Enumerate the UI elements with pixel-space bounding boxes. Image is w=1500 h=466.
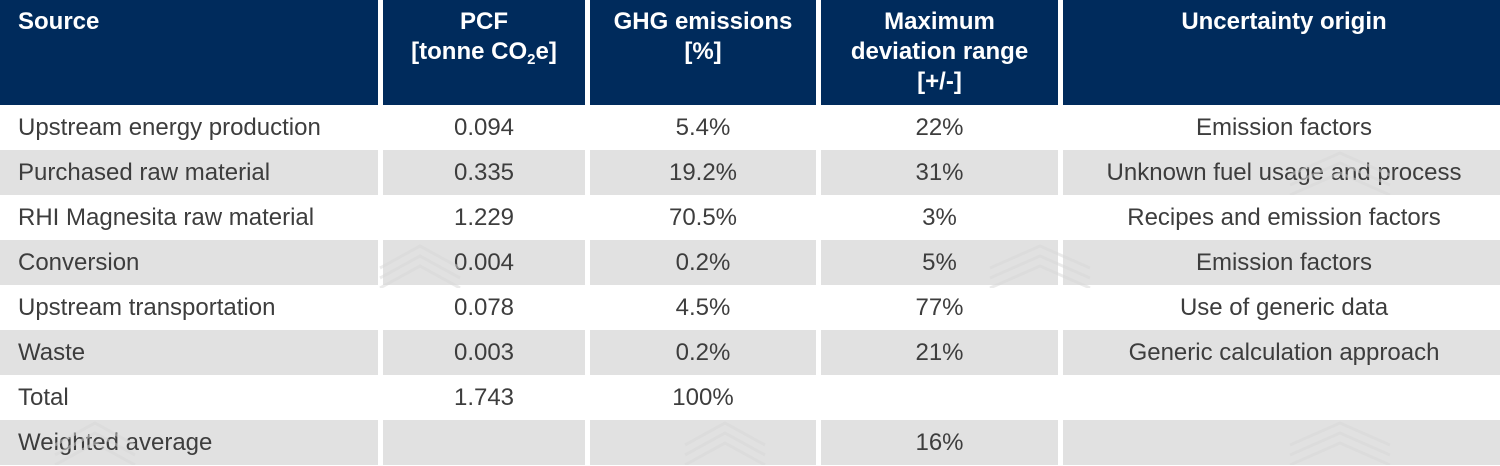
row-origin-cell: Recipes and emission factors [1063, 195, 1500, 240]
row-origin-cell [1063, 420, 1500, 465]
row-ghg-cell: 19.2% [590, 150, 816, 195]
row-pcf-cell [383, 420, 585, 465]
row-origin-cell: Emission factors [1063, 105, 1500, 150]
row-source-cell: Weighted average [0, 420, 378, 465]
row-pcf-cell: 0.004 [383, 240, 585, 285]
row-source-cell: Upstream energy production [0, 105, 378, 150]
table-row: Upstream energy production 0.094 5.4% 22% Em… [0, 105, 1500, 150]
row-ghg-cell: 4.5% [590, 285, 816, 330]
row-deviation-cell: 31% [821, 150, 1058, 195]
row-pcf-cell: 1.743 [383, 375, 585, 420]
table-row: Upstream transportation 0.078 4.5% 77% Use o… [0, 285, 1500, 330]
row-deviation-cell: 16% [821, 420, 1058, 465]
row-source-cell: Waste [0, 330, 378, 375]
table-row: Total 1.743 100% [0, 375, 1500, 420]
row-ghg-cell: 70.5% [590, 195, 816, 240]
row-origin-cell: Emission factors [1063, 240, 1500, 285]
row-pcf-cell: 0.335 [383, 150, 585, 195]
table-row: RHI Magnesita raw material 1.229 70.5% 3% Re… [0, 195, 1500, 240]
row-pcf-cell: 0.078 [383, 285, 585, 330]
table-row: Waste 0.003 0.2% 21% Generic calculation app… [0, 330, 1500, 375]
row-pcf-cell: 0.094 [383, 105, 585, 150]
row-deviation-cell: 3% [821, 195, 1058, 240]
row-source-cell: Total [0, 375, 378, 420]
row-origin-cell: Unknown fuel usage and process [1063, 150, 1500, 195]
row-ghg-cell: 0.2% [590, 240, 816, 285]
header-pcf: PCF [tonne CO2e] [383, 0, 585, 105]
row-deviation-cell [821, 375, 1058, 420]
row-pcf-cell: 1.229 [383, 195, 585, 240]
row-source-cell: RHI Magnesita raw material [0, 195, 378, 240]
table-row: Purchased raw material 0.335 19.2% 31% Unkno… [0, 150, 1500, 195]
row-source-cell: Upstream transportation [0, 285, 378, 330]
table-row: Conversion 0.004 0.2% 5% Emission factors [0, 240, 1500, 285]
row-ghg-cell: 100% [590, 375, 816, 420]
table-row: Weighted average 16% [0, 420, 1500, 465]
header-uncertainty-origin: Uncertainty origin [1063, 0, 1500, 105]
row-source-cell: Purchased raw material [0, 150, 378, 195]
row-ghg-cell: 5.4% [590, 105, 816, 150]
row-pcf-cell: 0.003 [383, 330, 585, 375]
row-ghg-cell: 0.2% [590, 330, 816, 375]
row-source-cell: Conversion [0, 240, 378, 285]
row-ghg-cell [590, 420, 816, 465]
header-max-deviation: Maximum deviation range [+/-] [821, 0, 1058, 105]
row-origin-cell [1063, 375, 1500, 420]
header-source: Source [0, 0, 378, 105]
row-origin-cell: Use of generic data [1063, 285, 1500, 330]
row-deviation-cell: 22% [821, 105, 1058, 150]
table-header: Source PCF [tonne CO2e] GHG emissions [%… [0, 0, 1500, 105]
row-deviation-cell: 21% [821, 330, 1058, 375]
row-deviation-cell: 5% [821, 240, 1058, 285]
row-origin-cell: Generic calculation approach [1063, 330, 1500, 375]
row-deviation-cell: 77% [821, 285, 1058, 330]
header-ghg-emissions: GHG emissions [%] [590, 0, 816, 105]
